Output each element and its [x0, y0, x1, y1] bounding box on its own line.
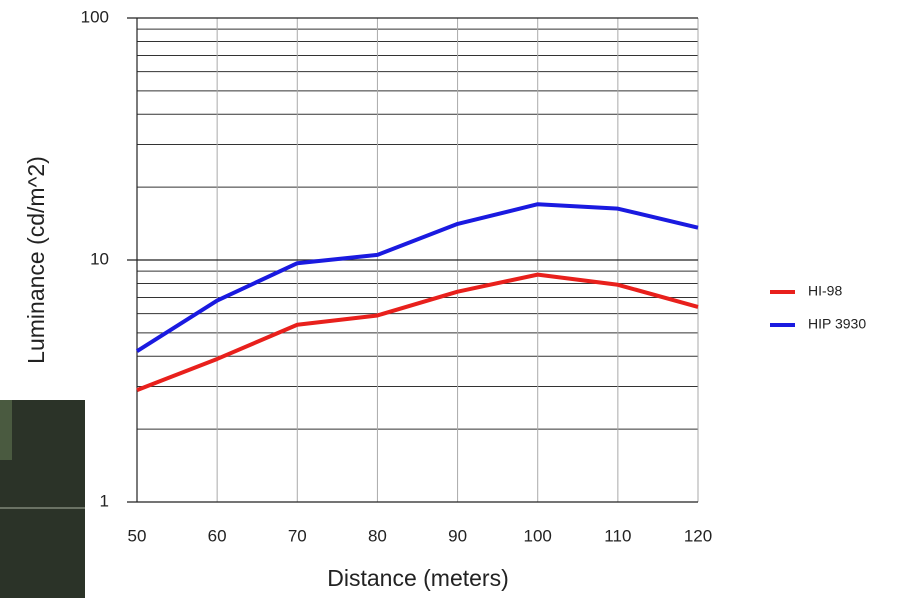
- x-tick-label: 90: [448, 526, 467, 545]
- x-tick-label: 50: [128, 526, 147, 545]
- x-axis-title: Distance (meters): [327, 565, 508, 591]
- legend-label: HI-98: [808, 283, 842, 299]
- x-tick-label: 80: [368, 526, 387, 545]
- data-line: [135, 202, 699, 353]
- y-axis-title: Luminance (cd/m^2): [23, 156, 49, 364]
- y-tick-label: 1: [100, 491, 109, 510]
- legend-label: HIP 3930: [808, 316, 866, 332]
- y-tick-label: 10: [90, 249, 109, 268]
- data-line: [136, 272, 699, 392]
- x-tick-label: 120: [684, 526, 712, 545]
- x-tick-label: 110: [604, 526, 631, 545]
- y-tick-label: 100: [81, 7, 109, 26]
- x-tick-label: 70: [288, 526, 307, 545]
- photo-fragment: [0, 400, 85, 598]
- x-tick-label: 60: [208, 526, 227, 545]
- x-tick-label: 100: [524, 526, 552, 545]
